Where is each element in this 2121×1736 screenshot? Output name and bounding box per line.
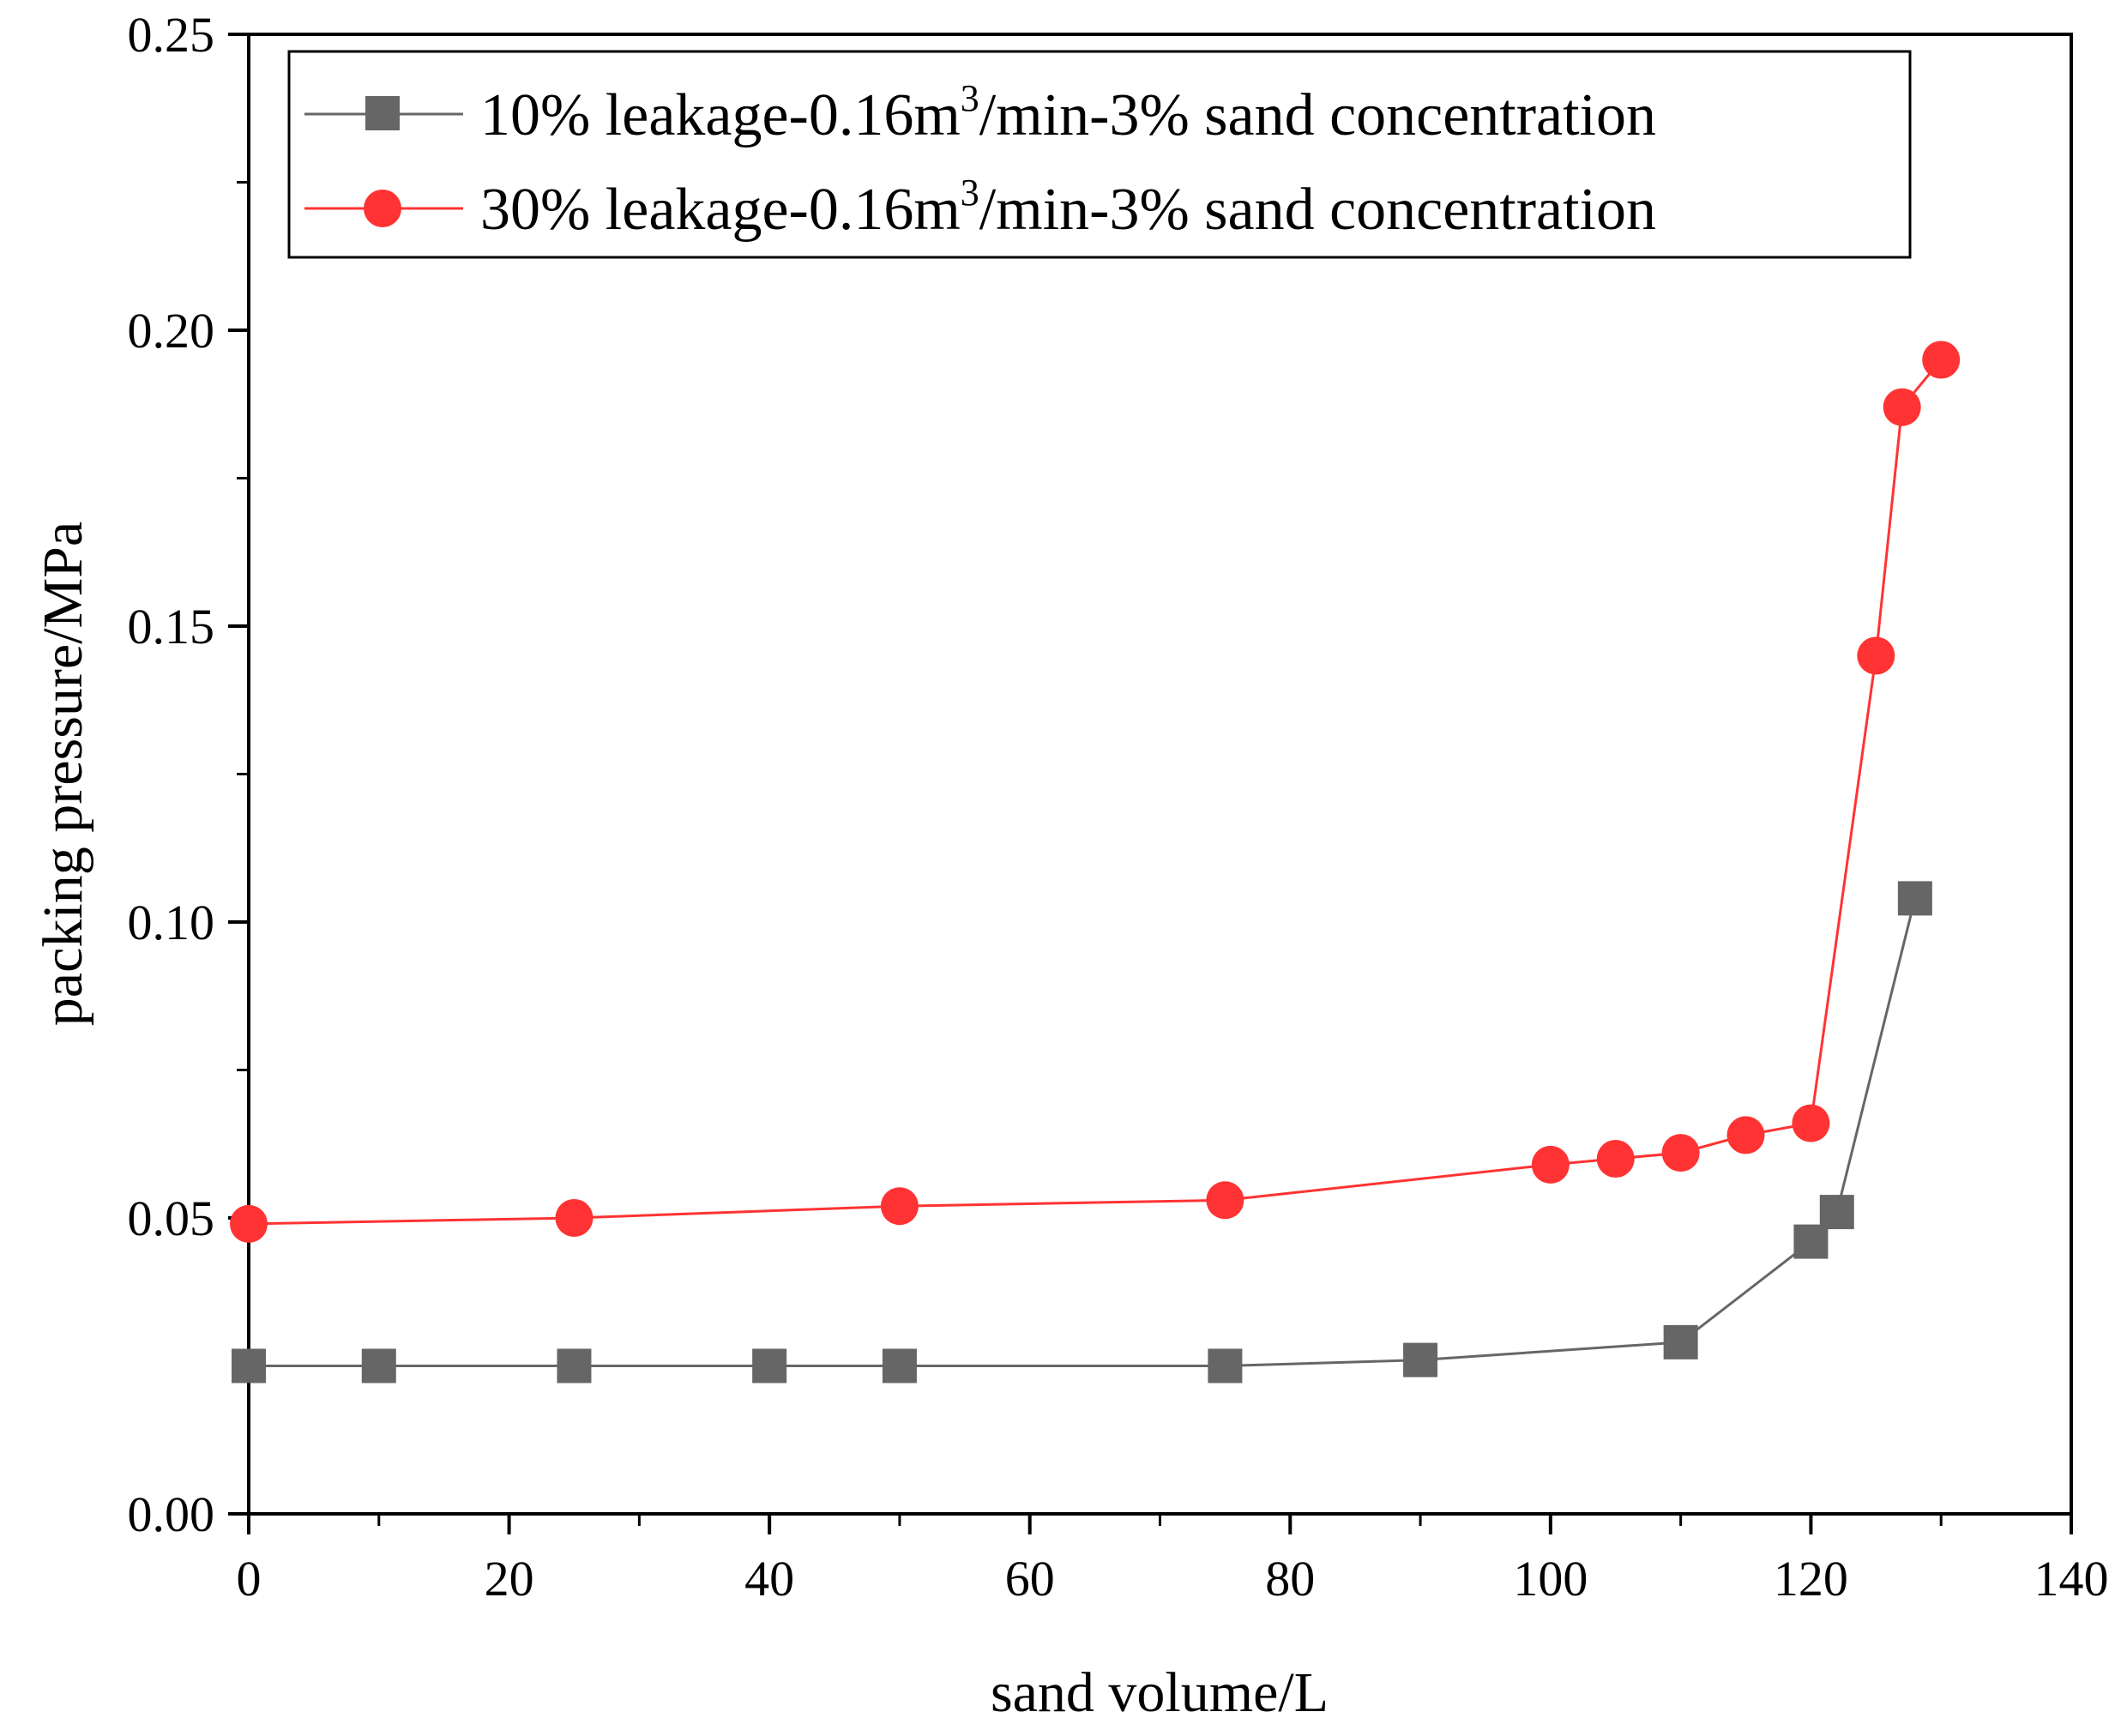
series-layer	[230, 341, 1961, 1383]
y-tick-label: 0.25	[128, 7, 215, 63]
data-point-circle	[1726, 1116, 1765, 1154]
data-point-circle	[1531, 1145, 1570, 1184]
legend-label-post: /min-3% sand concentration	[979, 82, 1656, 148]
y-axis-title: packing pressure/MPa	[32, 521, 94, 1026]
legend-label-series-1: 10% leakage-0.16m3/min-3% sand concentra…	[480, 77, 1656, 148]
legend-label-post: /min-3% sand concentration	[979, 177, 1656, 243]
data-point-circle	[1206, 1181, 1244, 1220]
legend-label-series-2: 30% leakage-0.16m3/min-3% sand concentra…	[480, 172, 1656, 243]
data-point-square	[1663, 1324, 1698, 1359]
data-point-square	[1403, 1342, 1438, 1377]
x-tick-label: 120	[1774, 1551, 1848, 1606]
y-tick-label: 0.05	[128, 1190, 215, 1246]
legend-marker-square	[365, 96, 400, 130]
legend-box	[287, 50, 1912, 259]
x-tick-label: 80	[1265, 1551, 1315, 1606]
data-point-circle	[230, 1204, 268, 1243]
data-point-square	[1208, 1348, 1243, 1383]
x-tick-label: 100	[1513, 1551, 1588, 1606]
data-point-square	[752, 1348, 787, 1383]
data-point-square	[1897, 881, 1932, 916]
data-point-square	[361, 1348, 396, 1383]
data-point-circle	[1857, 636, 1895, 675]
series-1	[232, 881, 1932, 1383]
data-point-square	[1793, 1224, 1829, 1259]
legend-label-pre: 30% leakage-0.16m	[480, 177, 961, 243]
data-point-circle	[1596, 1140, 1635, 1178]
x-tick-label: 40	[744, 1551, 794, 1606]
x-axis-title: sand volume/L	[991, 1661, 1329, 1724]
series-line	[249, 898, 1917, 1367]
legend: 10% leakage-0.16m3/min-3% sand concentra…	[287, 50, 1912, 259]
y-tick-label: 0.10	[128, 895, 215, 950]
data-point-circle	[880, 1187, 919, 1226]
data-point-square	[1819, 1195, 1854, 1230]
data-point-square	[232, 1348, 266, 1383]
data-point-circle	[1792, 1104, 1830, 1142]
y-tick-label: 0.15	[128, 599, 215, 654]
data-point-square	[557, 1348, 592, 1383]
x-tick-label: 60	[1005, 1551, 1055, 1606]
data-point-circle	[1883, 388, 1921, 426]
legend-label-sup: 3	[961, 77, 979, 119]
x-tick-label: 20	[485, 1551, 534, 1606]
legend-entry-series-2: 30% leakage-0.16m3/min-3% sand concentra…	[304, 172, 1656, 243]
legend-label-pre: 10% leakage-0.16m	[480, 82, 961, 148]
x-axis: 0 20 40 60 80 100 120 140	[237, 1514, 2109, 1606]
data-point-circle	[1661, 1134, 1700, 1172]
y-tick-label: 0.00	[128, 1486, 215, 1542]
series-line	[248, 359, 1943, 1226]
x-tick-label: 0	[237, 1551, 262, 1606]
data-point-circle	[1922, 341, 1961, 379]
data-point-square	[882, 1348, 917, 1383]
x-tick-label: 140	[2034, 1551, 2109, 1606]
data-point-circle	[555, 1199, 594, 1237]
series-2	[230, 341, 1961, 1243]
legend-label-sup: 3	[961, 172, 979, 214]
legend-entry-series-1: 10% leakage-0.16m3/min-3% sand concentra…	[304, 77, 1656, 148]
y-tick-label: 0.20	[128, 303, 215, 359]
legend-marker-circle	[364, 190, 401, 227]
y-axis: 0.00 0.05 0.10 0.15 0.20 0.25	[128, 7, 249, 1542]
